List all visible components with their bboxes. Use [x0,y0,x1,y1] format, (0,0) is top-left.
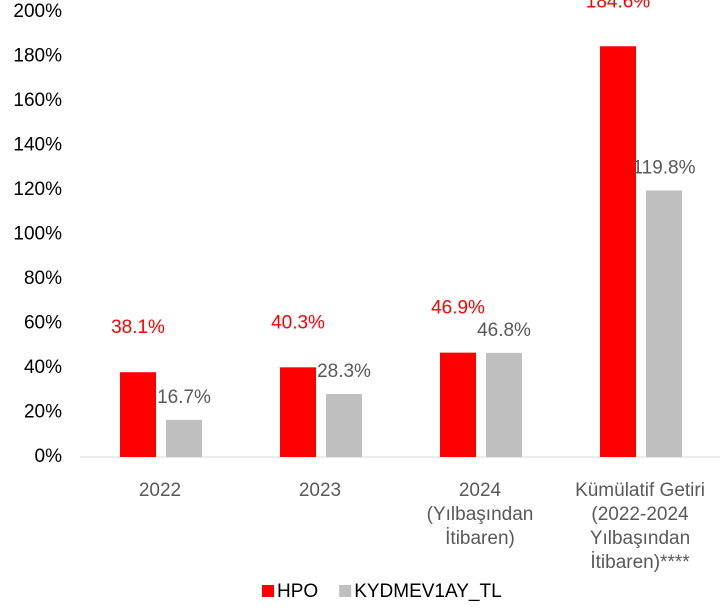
data-label: 38.1% [111,317,165,338]
x-tick-label: 2023 [298,480,342,501]
legend-swatch [339,585,352,597]
legend-label: KYDMEV1AY_TL [354,581,501,602]
data-label: 16.7% [157,387,211,408]
bar [600,46,636,457]
bar [646,190,682,457]
bar [166,419,202,457]
data-label: 46.8% [477,320,531,341]
data-label: 28.3% [317,361,371,382]
data-label: 40.3% [271,312,325,333]
bar [440,352,476,457]
y-tick-label: 100% [13,224,62,245]
data-label: 184.6% [586,0,651,12]
bar [280,367,316,457]
y-tick-label: 140% [13,135,62,156]
y-tick-label: 160% [13,90,62,111]
bar [486,352,522,457]
y-tick-label: 200% [13,1,62,22]
y-tick-label: 40% [24,357,62,378]
bar [120,372,156,457]
x-tick-label: 2024 (Yılbaşından İtibaren) [426,480,534,549]
data-label: 119.8% [632,157,695,178]
y-tick-label: 80% [24,268,62,289]
y-tick-label: 0% [35,446,63,467]
y-tick-label: 60% [24,313,62,334]
legend-label: HPO [277,581,318,602]
y-tick-label: 120% [13,179,62,200]
x-tick-label: Kümülatif Getiri (2022-2024 Yılbaşından … [575,480,705,573]
data-label: 46.9% [431,298,485,319]
y-tick-label: 180% [13,46,62,67]
bar [326,394,362,457]
y-tick-label: 20% [24,402,62,423]
legend-swatch [262,585,274,597]
x-tick-label: 2022 [138,480,182,501]
